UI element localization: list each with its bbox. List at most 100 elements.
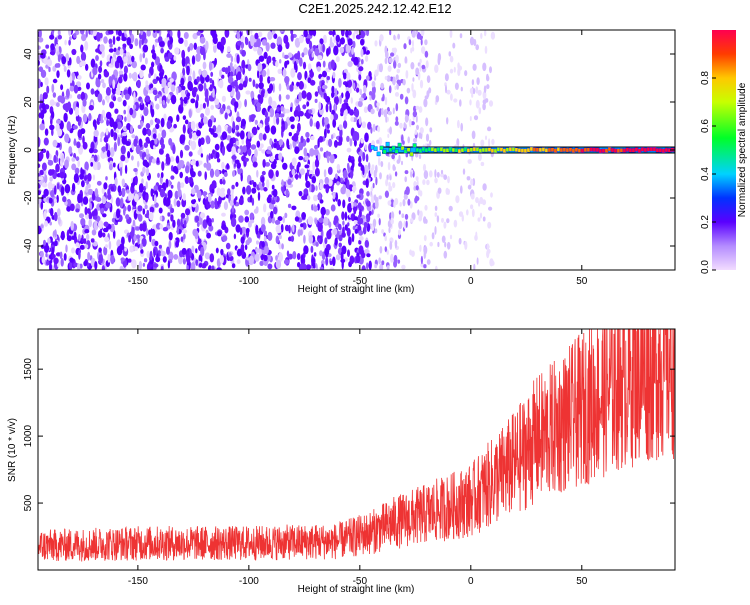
noise-cell	[46, 150, 50, 159]
noise-cell	[295, 116, 299, 122]
noise-cell	[116, 55, 123, 64]
noise-cell	[49, 221, 52, 226]
noise-cell	[295, 99, 300, 104]
noise-cell	[457, 119, 460, 129]
noise-cell	[123, 30, 127, 34]
noise-cell	[321, 259, 325, 266]
noise-cell	[310, 245, 314, 253]
noise-cell	[111, 86, 117, 95]
noise-cell	[208, 224, 214, 232]
noise-cell	[286, 138, 290, 149]
noise-cell	[234, 104, 237, 113]
noise-cell	[92, 148, 98, 154]
noise-cell	[235, 224, 241, 233]
noise-cell	[124, 93, 130, 100]
x-tick-label: -100	[239, 276, 259, 287]
noise-cell	[49, 124, 55, 131]
noise-cell	[406, 87, 411, 94]
noise-cell	[294, 37, 301, 48]
noise-cell	[357, 147, 361, 152]
noise-cell	[321, 116, 325, 127]
noise-cell	[268, 202, 275, 210]
noise-cell	[80, 30, 85, 35]
noise-cell	[330, 114, 334, 121]
noise-cell	[185, 208, 191, 216]
noise-cell	[384, 235, 388, 242]
noise-cell	[89, 202, 92, 211]
noise-cell	[312, 108, 316, 114]
noise-cell	[95, 78, 101, 88]
noise-cell	[332, 256, 336, 267]
noise-cell	[206, 203, 211, 209]
noise-cell	[195, 248, 198, 254]
noise-cell	[443, 221, 447, 229]
noise-cell	[353, 56, 359, 66]
noise-cell	[374, 100, 378, 108]
x-tick-label: 50	[576, 576, 588, 587]
noise-cell	[200, 246, 205, 257]
noise-cell	[67, 101, 72, 111]
noise-cell	[343, 120, 348, 129]
noise-cell	[59, 171, 65, 179]
noise-cell	[309, 170, 314, 176]
noise-cell	[169, 156, 175, 162]
noise-cell	[360, 48, 364, 58]
noise-cell	[276, 36, 283, 47]
noise-cell	[145, 123, 151, 129]
noise-cell	[254, 148, 258, 158]
noise-cell	[226, 144, 230, 151]
noise-cell	[163, 196, 167, 206]
noise-cell	[307, 77, 312, 84]
noise-cell	[211, 265, 215, 270]
noise-cell	[393, 60, 397, 69]
noise-cell	[76, 55, 81, 65]
noise-cell	[303, 234, 306, 244]
noise-cell	[308, 40, 313, 50]
noise-cell	[324, 128, 327, 139]
noise-cell	[38, 66, 44, 72]
noise-cell	[56, 208, 61, 217]
noise-cell	[403, 122, 406, 129]
noise-cell	[413, 105, 417, 113]
noise-cell	[482, 62, 487, 72]
noise-cell	[308, 30, 314, 36]
noise-cell	[267, 231, 273, 241]
noise-cell	[103, 221, 109, 227]
noise-cell	[224, 30, 230, 38]
noise-cell	[105, 111, 112, 120]
noise-cell	[195, 259, 199, 266]
noise-cell	[258, 132, 264, 141]
noise-cell	[308, 63, 312, 71]
noise-cell	[47, 237, 51, 245]
noise-cell	[232, 170, 236, 178]
noise-cell	[144, 193, 149, 203]
noise-cell	[263, 187, 268, 192]
noise-cell	[189, 139, 192, 147]
noise-cell	[279, 113, 285, 118]
noise-cell	[402, 79, 406, 86]
noise-cell	[346, 189, 351, 198]
noise-cell	[318, 136, 324, 143]
noise-cell	[92, 162, 99, 171]
noise-cell	[155, 123, 160, 130]
noise-cell	[326, 48, 330, 57]
noise-cell	[426, 75, 431, 83]
noise-cell	[154, 137, 158, 145]
noise-cell	[105, 176, 108, 181]
noise-cell	[474, 234, 478, 241]
colorbar-label: Normalized spectral amplitude	[737, 82, 748, 217]
noise-cell	[387, 111, 392, 116]
noise-cell	[71, 48, 77, 56]
noise-cell	[171, 126, 175, 132]
noise-cell	[313, 252, 317, 257]
noise-cell	[159, 215, 163, 221]
noise-cell	[323, 92, 328, 100]
noise-cell	[393, 34, 396, 41]
noise-cell	[324, 37, 327, 43]
noise-cell	[126, 112, 131, 123]
noise-cell	[80, 91, 86, 101]
noise-cell	[149, 206, 155, 213]
noise-cell	[39, 151, 44, 160]
noise-cell	[60, 95, 66, 104]
noise-cell	[142, 159, 148, 167]
